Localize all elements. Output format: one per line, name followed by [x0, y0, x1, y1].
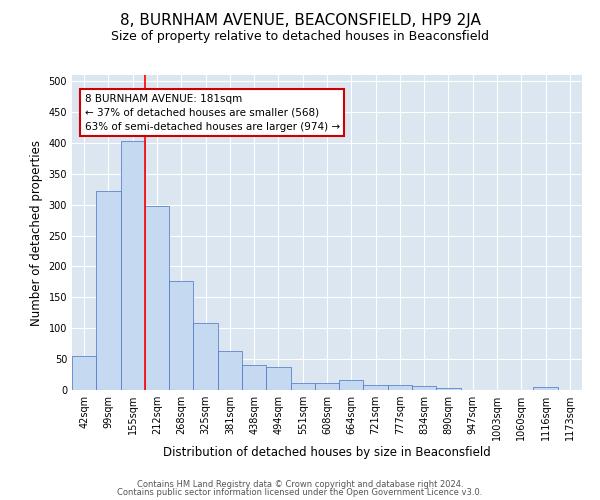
Bar — [266, 367, 290, 390]
Bar — [315, 383, 339, 390]
Bar — [364, 385, 388, 390]
Text: Size of property relative to detached houses in Beaconsfield: Size of property relative to detached ho… — [111, 30, 489, 43]
Bar — [412, 386, 436, 390]
Bar — [193, 324, 218, 390]
Bar — [96, 191, 121, 390]
Bar — [436, 388, 461, 390]
Bar — [242, 366, 266, 390]
Bar — [533, 387, 558, 390]
Text: 8 BURNHAM AVENUE: 181sqm
← 37% of detached houses are smaller (568)
63% of semi-: 8 BURNHAM AVENUE: 181sqm ← 37% of detach… — [85, 94, 340, 132]
Bar — [290, 383, 315, 390]
Bar — [169, 282, 193, 390]
Y-axis label: Number of detached properties: Number of detached properties — [30, 140, 43, 326]
Text: Contains HM Land Registry data © Crown copyright and database right 2024.: Contains HM Land Registry data © Crown c… — [137, 480, 463, 489]
Bar — [339, 380, 364, 390]
Text: Contains public sector information licensed under the Open Government Licence v3: Contains public sector information licen… — [118, 488, 482, 497]
Bar — [121, 141, 145, 390]
Bar — [218, 351, 242, 390]
Bar — [388, 385, 412, 390]
Bar — [145, 206, 169, 390]
Text: 8, BURNHAM AVENUE, BEACONSFIELD, HP9 2JA: 8, BURNHAM AVENUE, BEACONSFIELD, HP9 2JA — [119, 12, 481, 28]
X-axis label: Distribution of detached houses by size in Beaconsfield: Distribution of detached houses by size … — [163, 446, 491, 459]
Bar — [72, 356, 96, 390]
